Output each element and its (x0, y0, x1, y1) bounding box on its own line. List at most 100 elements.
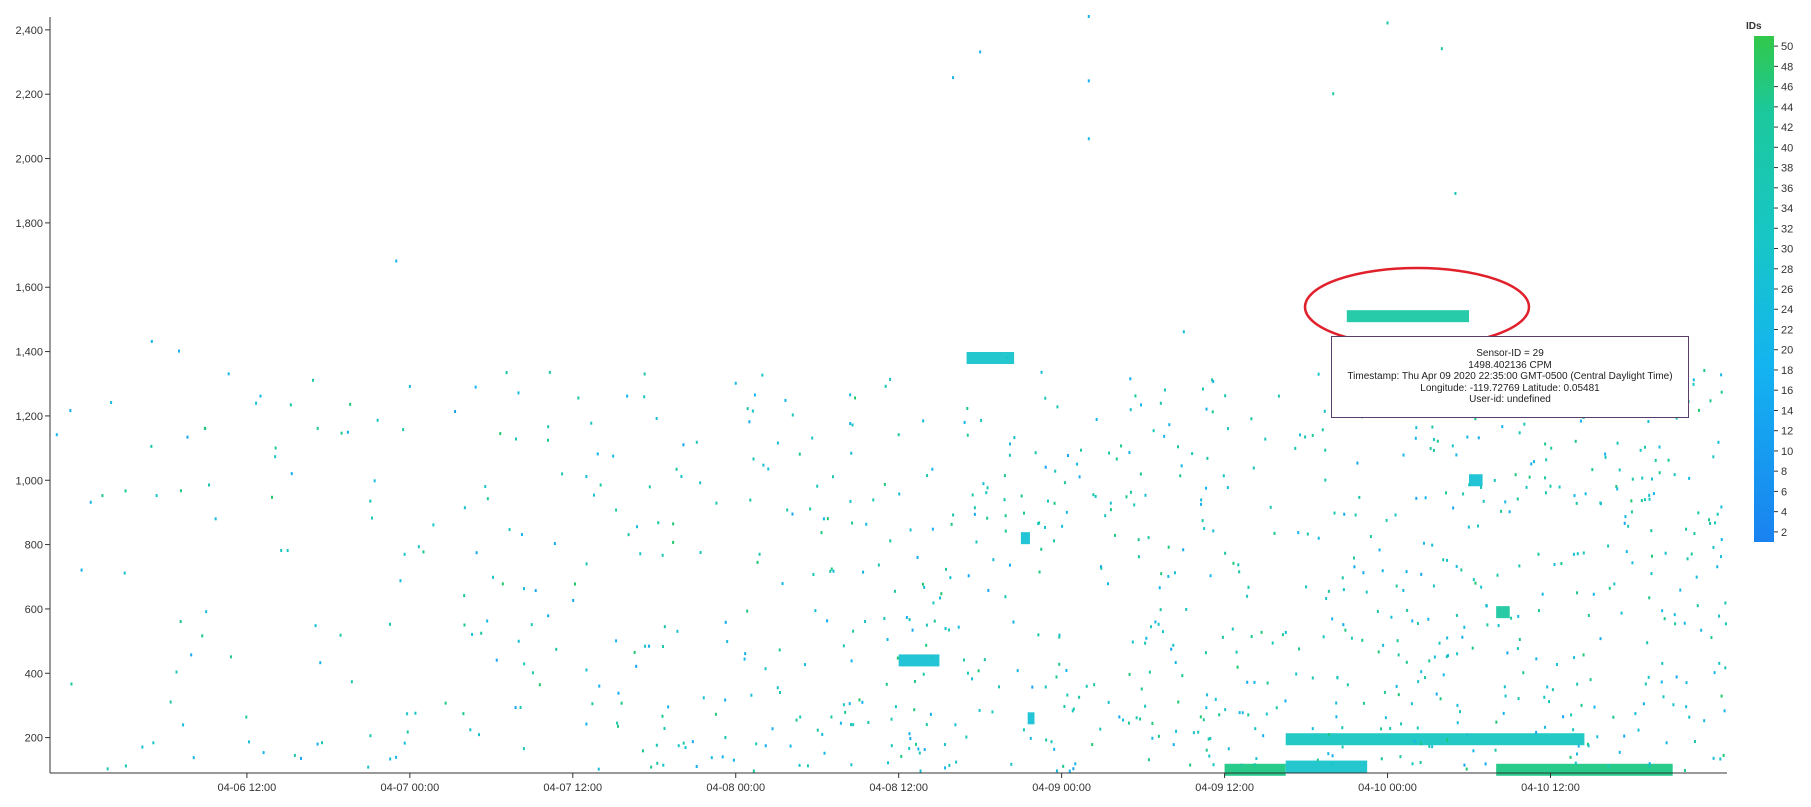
tooltip-user: User-id: undefined (1469, 394, 1551, 406)
data-point (1232, 561, 1235, 565)
data-point (1346, 683, 1349, 687)
data-point (1654, 458, 1657, 462)
data-point (1648, 497, 1651, 501)
data-point (1122, 718, 1125, 722)
data-point (662, 763, 665, 767)
data-point (1397, 653, 1400, 657)
data-point (274, 455, 277, 459)
data-point (1544, 491, 1547, 495)
data-point (1584, 492, 1587, 496)
data-point (1429, 447, 1432, 451)
data-point (577, 396, 580, 400)
data-point (463, 623, 466, 627)
data-point (1304, 435, 1307, 439)
data-point (1218, 713, 1221, 717)
data-point (1661, 609, 1664, 613)
data-point (1147, 758, 1150, 762)
data-point (1468, 483, 1471, 487)
data-point (1586, 742, 1589, 746)
data-point (945, 567, 948, 571)
data-point (1417, 680, 1420, 684)
data-point (616, 721, 619, 725)
data-point (1576, 552, 1579, 556)
data-point (1157, 734, 1160, 738)
data-point (480, 631, 483, 635)
data-point (650, 765, 653, 769)
data-point (795, 718, 798, 722)
data-point (274, 446, 277, 450)
data-point (1460, 568, 1463, 572)
data-point (1518, 564, 1521, 568)
data-point (798, 452, 801, 456)
legend-title: IDs (1746, 21, 1762, 32)
data-point (1266, 681, 1269, 685)
data-point (478, 733, 481, 737)
data-point (1574, 439, 1577, 443)
data-point (1247, 585, 1250, 589)
data-point (1377, 650, 1380, 654)
data-point (850, 451, 853, 455)
data-point (1150, 625, 1153, 629)
data-point (1056, 405, 1059, 409)
data-point (1643, 498, 1646, 502)
data-point (1480, 485, 1483, 489)
data-point (1104, 514, 1107, 518)
data-point (1385, 518, 1388, 522)
data-point (1661, 661, 1664, 665)
data-point (1612, 715, 1615, 719)
data-point (1003, 474, 1006, 478)
data-point (1145, 636, 1148, 640)
data-point (893, 589, 896, 593)
data-point (1686, 557, 1689, 561)
data-point (1306, 532, 1309, 536)
data-point (505, 371, 508, 375)
data-point (1703, 719, 1706, 723)
data-point (1648, 596, 1651, 600)
data-point (844, 710, 847, 714)
data-point (821, 732, 824, 736)
data-point (1576, 591, 1579, 595)
data-point (1053, 539, 1056, 543)
data-point (389, 757, 392, 761)
data-point (1465, 767, 1468, 771)
data-point (1575, 501, 1578, 505)
data-point (1646, 641, 1649, 645)
data-point (641, 749, 644, 753)
data-point (746, 609, 749, 613)
data-point (1317, 372, 1320, 376)
data-point (615, 508, 618, 512)
data-point (1390, 615, 1393, 619)
data-point (682, 443, 685, 447)
data-point (1696, 604, 1699, 608)
data-point (1587, 613, 1590, 617)
data-point (1016, 669, 1019, 673)
data-point (1159, 401, 1162, 405)
data-point (1618, 750, 1621, 754)
legend-tick-label: 6 (1781, 486, 1787, 498)
data-point (849, 422, 852, 426)
data-point (499, 432, 502, 436)
data-point (1718, 661, 1721, 665)
data-point (900, 754, 903, 758)
data-point (422, 550, 425, 554)
data-point (1399, 755, 1402, 759)
data-point (1236, 665, 1239, 669)
data-point (916, 555, 919, 559)
data-point (350, 680, 353, 684)
data-point (986, 516, 989, 520)
legend-tick-label: 12 (1781, 426, 1793, 438)
data-point (1442, 558, 1445, 562)
data-point (1250, 417, 1253, 421)
legend-tick-label: 32 (1781, 223, 1793, 235)
data-point (925, 623, 928, 627)
data-point (1637, 728, 1640, 732)
data-point (1173, 571, 1176, 575)
data-point (1191, 452, 1194, 456)
data-point (1281, 633, 1284, 637)
data-point (369, 499, 372, 503)
data-point (1062, 764, 1065, 768)
data-point (1058, 633, 1061, 637)
data-point (922, 419, 925, 423)
data-point (547, 425, 550, 429)
data-point (1411, 762, 1414, 766)
